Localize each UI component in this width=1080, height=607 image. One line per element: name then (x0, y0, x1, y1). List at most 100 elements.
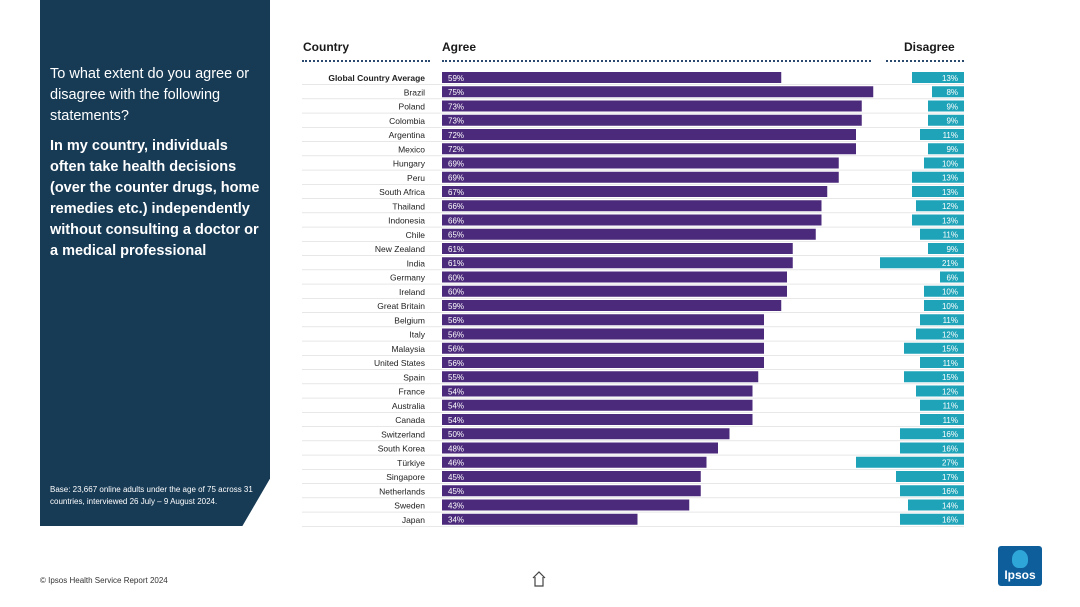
country-label: Türkiye (397, 458, 425, 468)
agree-bar (442, 228, 816, 240)
agree-bar (442, 114, 862, 126)
country-label: Global Country Average (328, 73, 425, 83)
home-icon[interactable] (532, 571, 546, 587)
disagree-bar (912, 214, 964, 226)
country-label: India (407, 258, 426, 268)
country-label: Canada (395, 415, 425, 425)
country-label: Switzerland (381, 429, 425, 439)
agree-bar (442, 129, 856, 140)
disagree-value-label: 13% (942, 174, 958, 183)
agree-value-label: 61% (448, 245, 464, 254)
disagree-value-label: 15% (942, 345, 958, 354)
disagree-value-label: 27% (942, 459, 958, 468)
agree-bar (442, 328, 764, 340)
ipsos-logo: Ipsos (998, 546, 1042, 586)
agree-bar (442, 428, 730, 440)
agree-bar (442, 456, 707, 468)
disagree-value-label: 9% (946, 117, 958, 126)
header-divider-country (302, 60, 430, 62)
disagree-bar (928, 100, 964, 112)
country-label: Sweden (394, 501, 425, 511)
country-label: Belgium (394, 315, 425, 325)
agree-value-label: 73% (448, 117, 464, 126)
disagree-bar (924, 285, 964, 297)
agree-value-label: 56% (448, 330, 464, 339)
agree-value-label: 34% (448, 516, 464, 525)
disagree-value-label: 13% (942, 74, 958, 83)
agree-bar (442, 285, 787, 297)
country-label: Singapore (386, 472, 425, 482)
agree-value-label: 54% (448, 387, 464, 396)
disagree-bar (928, 243, 964, 254)
agree-value-label: 66% (448, 202, 464, 211)
disagree-bar (900, 428, 964, 440)
agree-bar (442, 485, 701, 497)
agree-bar (442, 200, 822, 212)
disagree-value-label: 13% (942, 216, 958, 225)
agree-bar (442, 214, 822, 226)
disagree-bar (924, 157, 964, 169)
disagree-value-label: 13% (942, 188, 958, 197)
country-label: Japan (402, 515, 425, 525)
disagree-value-label: 9% (946, 245, 958, 254)
agree-value-label: 60% (448, 288, 464, 297)
agree-bar (442, 86, 874, 98)
agree-value-label: 69% (448, 174, 464, 183)
agree-bar (442, 399, 753, 411)
country-label: South Korea (378, 444, 426, 454)
disagree-value-label: 11% (943, 231, 958, 240)
disagree-value-label: 15% (942, 373, 958, 382)
disagree-bar (932, 86, 964, 98)
disagree-value-label: 9% (946, 145, 958, 154)
agree-bar (442, 171, 839, 183)
disagree-bar (916, 328, 964, 340)
country-label: Poland (399, 102, 426, 112)
agree-value-label: 46% (448, 459, 464, 468)
country-label: Italy (409, 330, 425, 340)
country-label: Brazil (404, 87, 425, 97)
agree-bar (442, 243, 793, 254)
disagree-value-label: 16% (942, 516, 958, 525)
header-country: Country (303, 40, 349, 54)
header-disagree: Disagree (904, 40, 955, 54)
disagree-value-label: 12% (942, 387, 958, 396)
header-divider-agree (442, 60, 871, 62)
disagree-value-label: 11% (943, 402, 958, 411)
disagree-value-label: 21% (942, 259, 958, 268)
side-panel: To what extent do you agree or disagree … (40, 0, 270, 526)
disagree-value-label: 9% (946, 102, 958, 111)
country-label: Mexico (398, 144, 425, 154)
disagree-bar (896, 471, 964, 482)
agree-value-label: 56% (448, 316, 464, 325)
country-label: Peru (407, 173, 425, 183)
agree-bar (442, 300, 782, 311)
country-label: United States (374, 358, 425, 368)
agree-bar (442, 157, 839, 169)
disagree-bar (856, 456, 964, 468)
disagree-value-label: 16% (942, 430, 958, 439)
disagree-value-label: 16% (942, 444, 958, 453)
agree-value-label: 59% (448, 302, 464, 311)
agree-value-label: 43% (448, 501, 464, 510)
disagree-bar (920, 314, 964, 326)
disagree-bar (920, 357, 964, 368)
bar-chart: Country Agree Disagree Global Country Av… (296, 36, 976, 532)
disagree-bar (920, 129, 964, 140)
agree-value-label: 59% (448, 74, 464, 83)
disagree-bar (916, 200, 964, 212)
disagree-bar (920, 228, 964, 240)
disagree-bar (928, 114, 964, 126)
disagree-value-label: 10% (942, 159, 958, 168)
disagree-value-label: 11% (943, 359, 958, 368)
disagree-bar (912, 171, 964, 183)
agree-bar (442, 342, 764, 354)
country-label: France (399, 387, 426, 397)
disagree-bar (900, 485, 964, 497)
country-label: Germany (390, 273, 426, 283)
base-note: Base: 23,667 online adults under the age… (50, 485, 253, 506)
disagree-bar (900, 442, 964, 454)
agree-value-label: 72% (448, 145, 464, 154)
header-divider-disagree (886, 60, 964, 62)
agree-bar (442, 72, 782, 83)
disagree-bar (904, 371, 964, 383)
